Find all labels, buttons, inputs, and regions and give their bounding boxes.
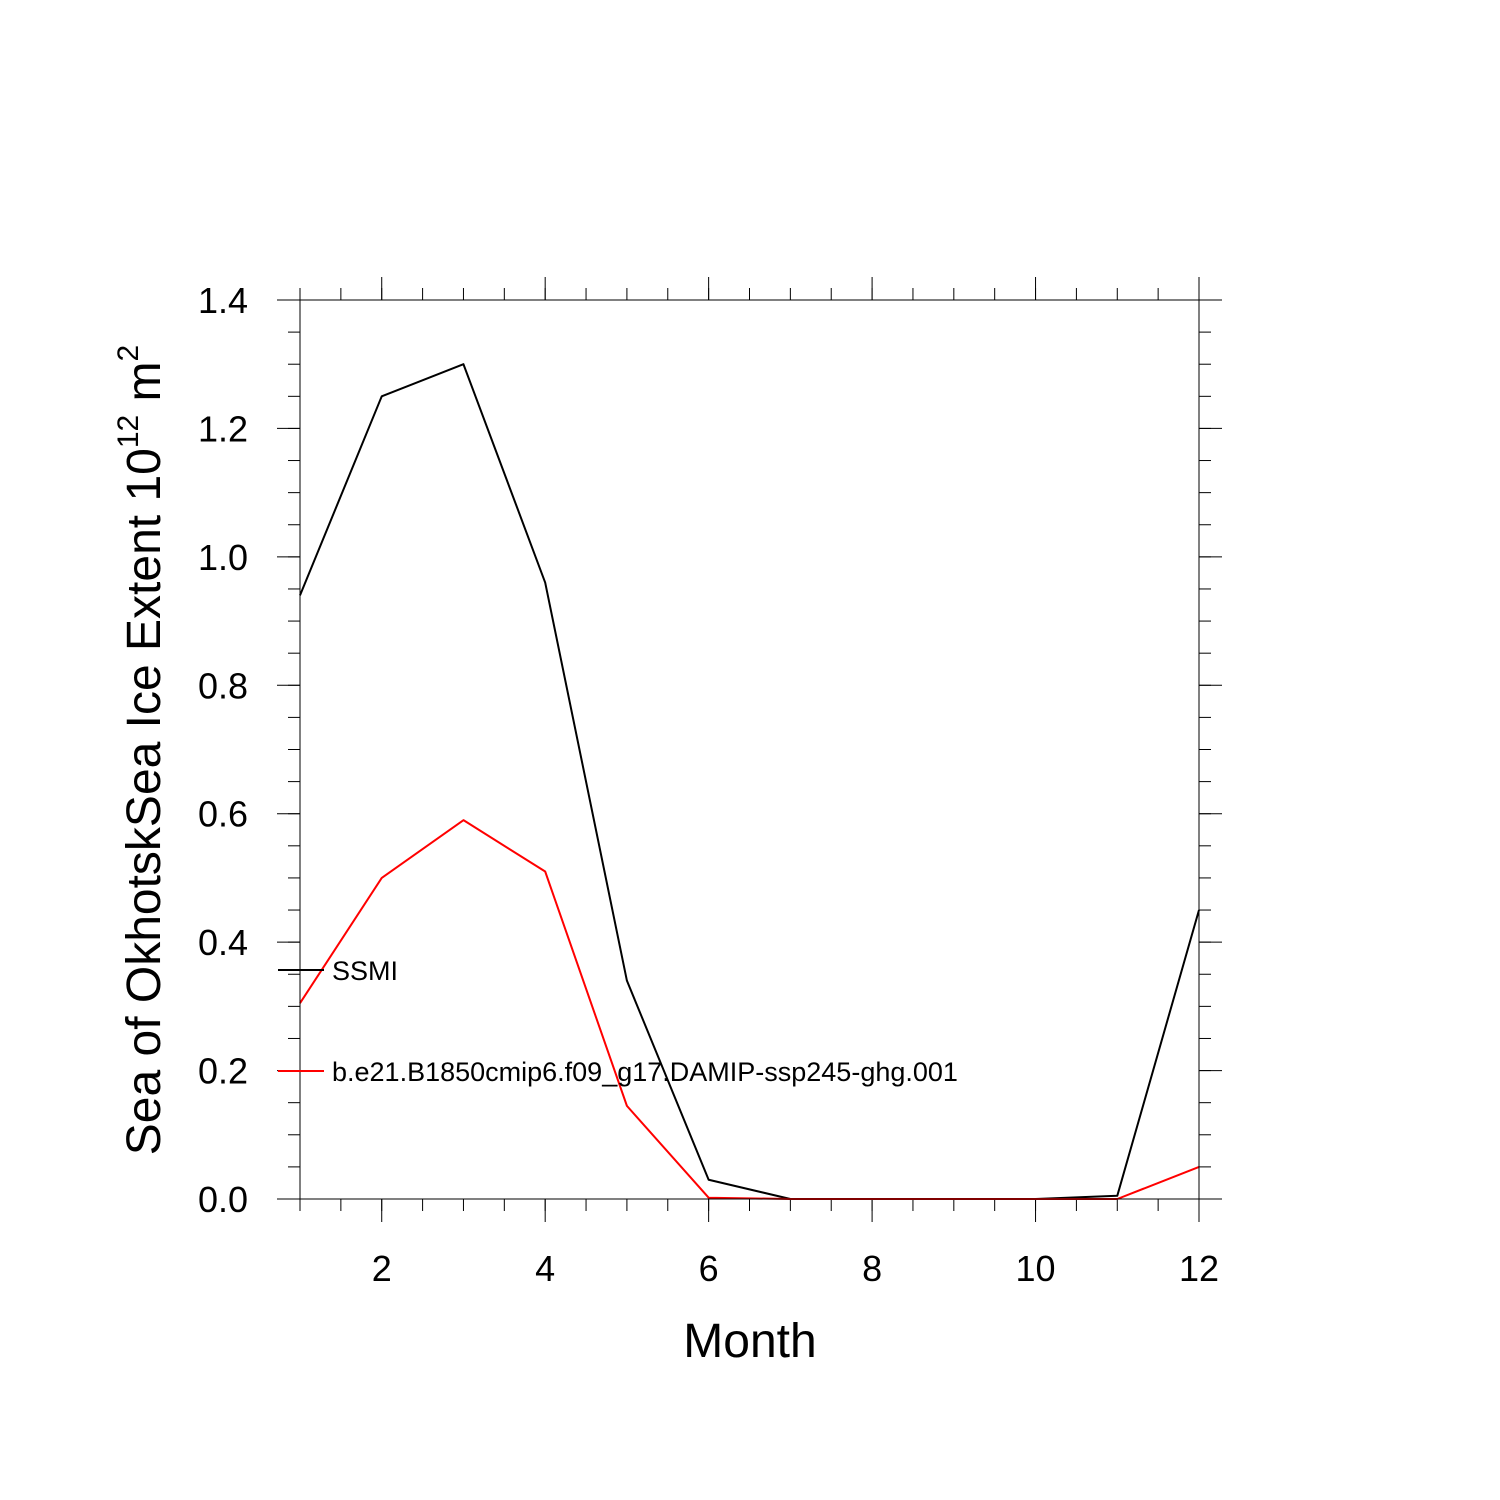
tick-labels: 2 4 6 8 10 12 0.0 0.2 0.4 0.6 0.8 1.0 1.2 1.4 <box>198 280 1219 1289</box>
x-tick-label: 8 <box>862 1248 882 1289</box>
y-tick-label: 0.2 <box>198 1051 248 1092</box>
y-axis-label: Sea of OkhotskSea Ice Extent 1012 m2 <box>112 345 171 1155</box>
y-axis-label-unit <box>118 401 171 414</box>
y-axis-label-unit-symbol: m <box>118 361 171 401</box>
series-line-2 <box>299 819 1200 1200</box>
y-tick-label: 0.0 <box>198 1179 248 1220</box>
x-tick-label: 12 <box>1179 1248 1219 1289</box>
y-axis-label-unit-exponent: 2 <box>112 345 145 362</box>
x-tick-label: 10 <box>1016 1248 1056 1289</box>
y-tick-label: 1.4 <box>198 280 248 321</box>
x-axis-label: Month <box>683 1315 816 1368</box>
x-tick-label: 6 <box>699 1248 719 1289</box>
legend: SSMI b.e21.B1850cmip6.f09_g17.DAMIP-ssp24… <box>278 956 958 1087</box>
y-tick-label: 1.2 <box>198 408 248 449</box>
plot-frame <box>299 299 1200 1200</box>
y-axis-label-main: Sea of OkhotskSea Ice Extent 10 <box>118 448 171 1155</box>
x-tick-label: 4 <box>535 1248 555 1289</box>
y-axis-label-exponent: 12 <box>112 415 145 448</box>
major-ticks <box>277 277 1222 1222</box>
legend-label-1: SSMI <box>332 956 398 986</box>
legend-label-2: b.e21.B1850cmip6.f09_g17.DAMIP-ssp245-gh… <box>332 1057 958 1087</box>
y-tick-label: 1.0 <box>198 537 248 578</box>
y-tick-label: 0.4 <box>198 922 248 963</box>
y-tick-label: 0.6 <box>198 794 248 835</box>
x-tick-label: 2 <box>372 1248 392 1289</box>
y-tick-label: 0.8 <box>198 665 248 706</box>
